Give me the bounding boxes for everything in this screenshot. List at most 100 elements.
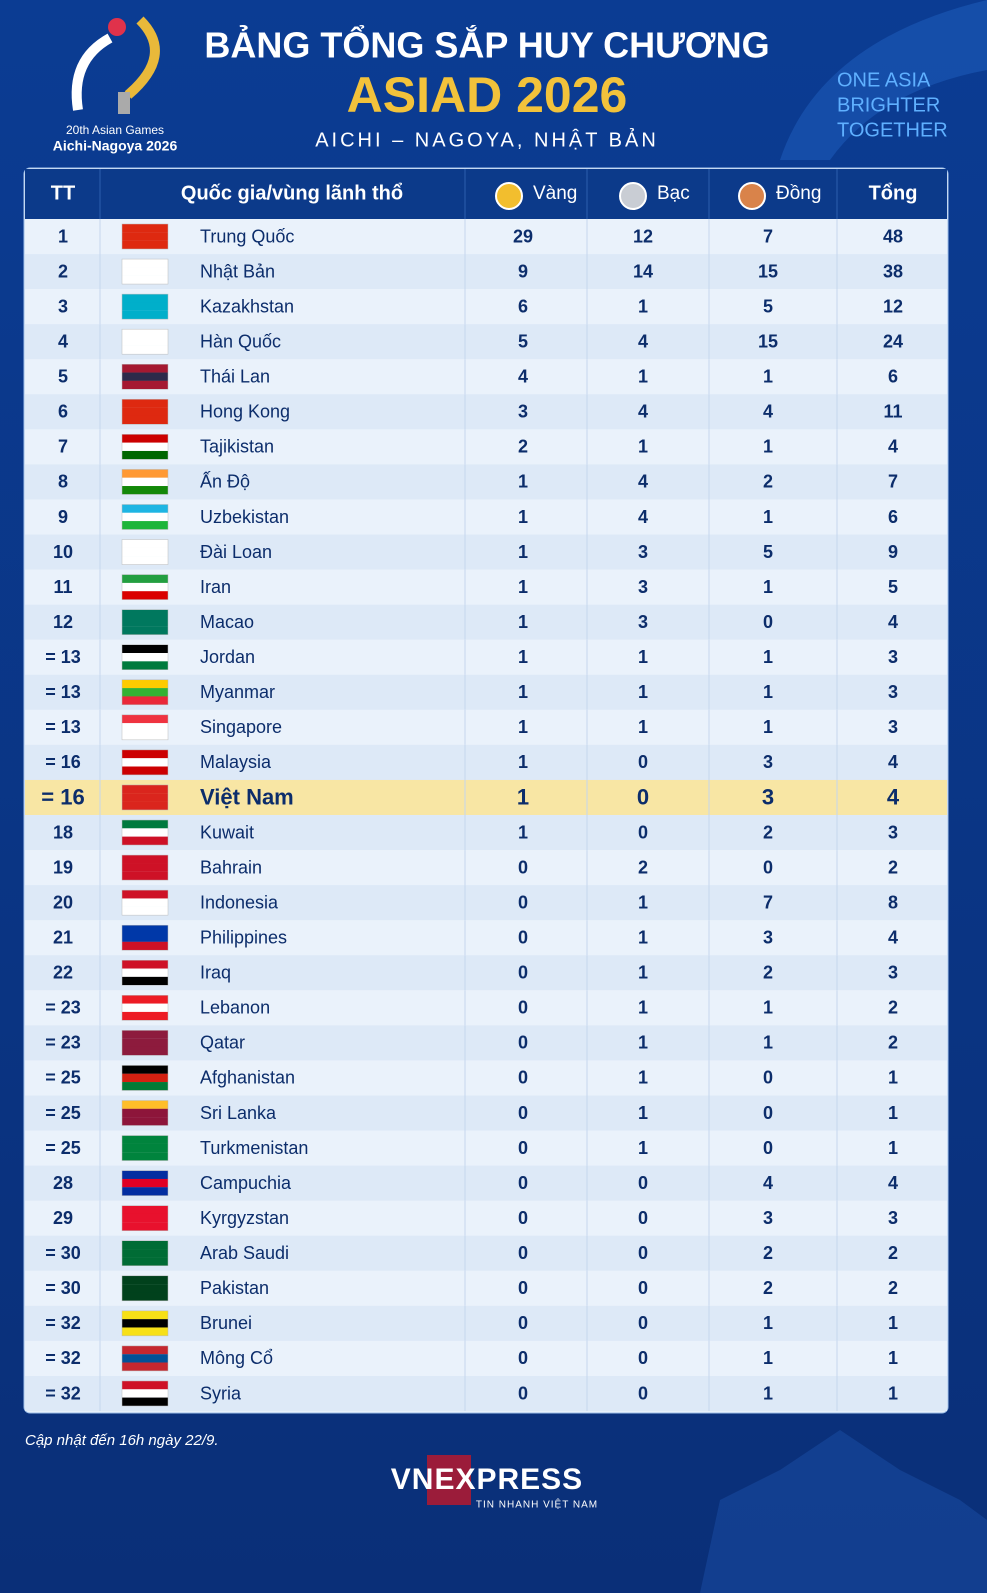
medal-count: 15: [758, 331, 778, 351]
table-row: [25, 1025, 947, 1061]
medal-count: 0: [518, 1383, 528, 1403]
table-body: 1 Trung Quốc 29 12 7 482 Nhật Bản 9 14 15 383 Kazak…: [25, 219, 947, 1412]
flag: [122, 1292, 168, 1301]
medal-count: 0: [638, 1278, 648, 1298]
medal-count: 0: [638, 1313, 648, 1333]
country-name: Campuchia: [200, 1173, 292, 1193]
medal-count: 1: [763, 1348, 773, 1368]
country-name: Mông Cổ: [200, 1348, 273, 1368]
rank: = 30: [45, 1243, 81, 1263]
medal-count: 2: [888, 1278, 898, 1298]
medal-count: 1: [638, 1103, 648, 1123]
medal-count: 5: [888, 577, 898, 597]
flag: [122, 661, 168, 670]
brand: VNEXPRESS: [391, 1463, 583, 1496]
medal-count: 0: [638, 1348, 648, 1368]
table-row: [25, 499, 947, 535]
flag: [122, 933, 168, 942]
medal-count: 0: [638, 752, 648, 772]
flag: [122, 1178, 168, 1188]
medal-count: 5: [763, 542, 773, 562]
medal-count: 3: [763, 1208, 773, 1228]
flag: [122, 906, 168, 916]
flag-border: [121, 574, 169, 600]
flag-border: [121, 399, 169, 425]
logo: [71, 16, 160, 114]
country-name: Iraq: [200, 963, 231, 983]
medal-count: 1: [518, 542, 528, 562]
medal-count: 4: [638, 472, 648, 492]
medal-count: 1: [518, 577, 528, 597]
country-name: Kyrgyzstan: [200, 1208, 289, 1228]
medal-count: 3: [888, 822, 898, 842]
medal-count: 1: [518, 472, 528, 492]
country-name: Afghanistan: [200, 1068, 295, 1088]
rank: 28: [53, 1173, 73, 1193]
flag: [122, 442, 168, 452]
medal-count: 0: [518, 1208, 528, 1228]
column-header: Tổng: [869, 182, 918, 204]
medal-count: 3: [763, 752, 773, 772]
medal-count: 0: [763, 857, 773, 877]
table-row: [25, 955, 947, 991]
brand-tagline: TIN NHANH VIỆT NAM: [476, 1498, 598, 1511]
flag: [122, 521, 168, 530]
country-name: Iran: [200, 577, 231, 597]
country-name: Thái Lan: [200, 367, 270, 387]
flag: [122, 731, 168, 740]
medal-count: 1: [638, 367, 648, 387]
rank: = 32: [45, 1383, 81, 1403]
medal-count: 24: [883, 331, 903, 351]
table-row: [25, 254, 947, 290]
table-row: [25, 219, 947, 255]
flag: [122, 329, 168, 338]
flag: [122, 1319, 168, 1328]
country-name: Kazakhstan: [200, 296, 294, 316]
flag: [122, 1117, 168, 1126]
country-name: Trung Quốc: [200, 226, 294, 246]
flag: [122, 591, 168, 600]
flag-border: [121, 328, 169, 355]
decor-swoosh: [780, 0, 987, 160]
medal-count: 1: [518, 507, 528, 527]
medal-count: 1: [888, 1383, 898, 1403]
event-title: ASIAD 2026: [347, 67, 628, 123]
medal-count: 15: [758, 261, 778, 281]
flag: [122, 1082, 168, 1091]
medal-count: 4: [888, 437, 898, 457]
medal-count: 0: [518, 963, 528, 983]
medal-count: 3: [638, 577, 648, 597]
flag-border: [121, 644, 169, 670]
medal-count: 14: [633, 261, 653, 281]
flag: [122, 1152, 168, 1161]
medal-count: 0: [637, 784, 649, 809]
flag: [122, 626, 168, 635]
flag: [122, 1030, 168, 1039]
rank: 1: [58, 226, 68, 246]
flag: [122, 1249, 168, 1258]
medal-count: 29: [513, 226, 533, 246]
flag: [122, 766, 168, 775]
rank: = 16: [45, 752, 81, 772]
medal-count: 1: [638, 437, 648, 457]
table-row: [25, 1060, 947, 1096]
medal-count: 4: [638, 331, 648, 351]
flag: [122, 890, 168, 899]
flag-border: [121, 784, 169, 811]
logo-text: 20th Asian Games: [66, 123, 164, 137]
rank: 12: [53, 612, 73, 632]
table-row: [25, 990, 947, 1026]
flag-border: [121, 714, 169, 741]
flag-border: [121, 1380, 169, 1407]
medal-count: 2: [763, 963, 773, 983]
flag: [122, 1205, 168, 1215]
medal-count: 3: [762, 784, 774, 809]
medal-count: 9: [518, 261, 528, 281]
table-row: [25, 815, 947, 851]
medal-count: 4: [888, 1173, 898, 1193]
flag: [122, 302, 168, 311]
medal-count: 2: [638, 857, 648, 877]
country-name: Bahrain: [200, 857, 262, 877]
rank: 2: [58, 261, 68, 281]
